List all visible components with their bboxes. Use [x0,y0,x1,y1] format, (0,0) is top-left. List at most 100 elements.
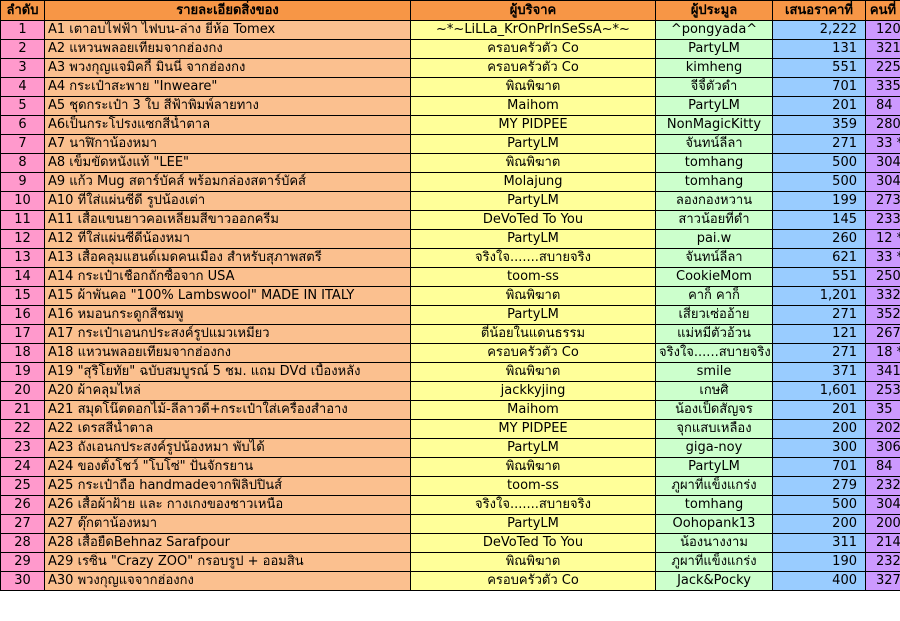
cell-donor: พิณพิฆาต [410,552,656,572]
cell-turn: 12 * [865,229,900,249]
cell-price: 2,222 [772,20,866,40]
header-donor: ผู้บริจาค [410,0,656,21]
cell-turn: 304 [865,172,900,192]
cell-turn: 84 [865,96,900,116]
auction-results-table: ลำดับ รายละเอียดสิ่งของ ผู้บริจาค ผู้ประ… [0,0,900,591]
table-row: 29 A29 เรซิ่น "Crazy ZOO" กรอบรูป + ออมสิ… [0,552,900,572]
cell-item: A22 เดรสสีน้ำตาล [44,419,411,439]
cell-price: 145 [772,210,866,230]
table-row: 25 A25 กระเป๋าถือ handmadeจากฟิลิปปินส์ to… [0,476,900,496]
cell-no: 2 [0,39,45,59]
cell-price: 271 [772,134,866,154]
table-row: 11 A11 เสื้อแขนยาวคอเหลี่ยมสีขาวออกครีม De… [0,210,900,230]
cell-bidder: จันทน์ลีลา [655,248,773,268]
table-row: 12 A12 ที่ใส่แผ่นซีดีน้องหมา PartyLM pai.w 2… [0,229,900,249]
cell-no: 25 [0,476,45,496]
cell-donor: ครอบครัวตัว Co [410,39,656,59]
cell-no: 20 [0,381,45,401]
cell-no: 27 [0,514,45,534]
cell-turn: 233 [865,210,900,230]
cell-item: A10 ที่ใส่แผ่นซีดี รูปน้องเต่า [44,191,411,211]
cell-price: 701 [772,77,866,97]
cell-bidder: คาก็ คาก็ [655,286,773,306]
table-row: 4 A4 กระเป๋าสะพาย "Inweare" พิณพิฆาต จีจี้ต… [0,77,900,97]
cell-donor: จริงใจ.......สบายจริง [410,495,656,515]
table-row: 20 A20 ผ้าคลุมไหล่ jackkyjing เกษศิ 1,601 253 [0,381,900,401]
cell-bidder: ลองกองหวาน [655,191,773,211]
cell-bidder: PartyLM [655,457,773,477]
cell-no: 22 [0,419,45,439]
table-row: 19 A19 "สุริโยทัย" ฉบับสมบูรณ์ 5 ชม. แถม … [0,362,900,382]
cell-item: A20 ผ้าคลุมไหล่ [44,381,411,401]
cell-bidder: จันทน์ลีลา [655,134,773,154]
table-row: 26 A26 เสื้อผ้าฝ้าย และ กางเกงของชาวเหนือ… [0,495,900,515]
cell-item: A27 ตุ๊กตาน้องหมา [44,514,411,534]
cell-no: 1 [0,20,45,40]
cell-bidder: จริงใจ......สบายจริง [655,343,773,363]
header-price: เสนอราคาที่ [772,0,866,21]
cell-no: 14 [0,267,45,287]
cell-bidder: tomhang [655,172,773,192]
cell-donor: DeVoTed To You [410,210,656,230]
cell-donor: พิณพิฆาต [410,457,656,477]
cell-bidder: kimheng [655,58,773,78]
cell-item: A9 แก้ว Mug สตาร์บัคส์ พร้อมกล่องสตาร์บั… [44,172,411,192]
cell-item: A14 กระเป๋าเชือกถักซื้อจาก USA [44,267,411,287]
table-row: 23 A23 ถังเอนกประสงค์รูปน้องหมา พับได้ Par… [0,438,900,458]
cell-no: 6 [0,115,45,135]
cell-turn: 232 [865,552,900,572]
cell-no: 9 [0,172,45,192]
cell-price: 131 [772,39,866,59]
cell-donor: PartyLM [410,229,656,249]
cell-turn: 335 [865,77,900,97]
cell-no: 23 [0,438,45,458]
cell-donor: toom-ss [410,267,656,287]
cell-turn: 214 [865,533,900,553]
cell-turn: 33 * [865,134,900,154]
cell-turn: 33 * [865,248,900,268]
cell-donor: ตี๋น้อยในแดนธรรม [410,324,656,344]
table-row: 30 A30 พวงกุญแจจากฮ่องกง ครอบครัวตัว Co Jac… [0,571,900,591]
cell-bidder: ^pongyada^ [655,20,773,40]
cell-bidder: จุกแสบเหลือง [655,419,773,439]
cell-bidder: จีจี้ตัวดำ [655,77,773,97]
cell-donor: ครอบครัวตัว Co [410,343,656,363]
cell-turn: 327 [865,571,900,591]
cell-turn: 120 [865,20,900,40]
cell-donor: jackkyjing [410,381,656,401]
table-row: 17 A17 กระเป๋าเอนกประสงค์รูปแมวเหมียว ตี๋น… [0,324,900,344]
cell-item: A3 พวงกุญแจมิคกี้ มินนี่ จากฮ่องกง [44,58,411,78]
cell-item: A2 แหวนพลอยเทียมจากฮ่องกง [44,39,411,59]
cell-donor: MY PIDPEE [410,115,656,135]
cell-item: A12 ที่ใส่แผ่นซีดีน้องหมา [44,229,411,249]
cell-price: 260 [772,229,866,249]
cell-bidder: PartyLM [655,39,773,59]
table-row: 16 A16 หมอนกระดูกสีชมพู PartyLM เสี่ยวเซ่ออ… [0,305,900,325]
cell-price: 359 [772,115,866,135]
cell-donor: พิณพิฆาต [410,362,656,382]
cell-price: 500 [772,495,866,515]
cell-donor: Maihom [410,96,656,116]
cell-price: 201 [772,96,866,116]
cell-price: 200 [772,419,866,439]
cell-bidder: pai.w [655,229,773,249]
cell-turn: 200 [865,514,900,534]
cell-no: 19 [0,362,45,382]
cell-no: 16 [0,305,45,325]
cell-turn: 332 [865,286,900,306]
cell-item: A11 เสื้อแขนยาวคอเหลี่ยมสีขาวออกครีม [44,210,411,230]
cell-bidder: Jack&Pocky [655,571,773,591]
cell-price: 551 [772,267,866,287]
cell-no: 30 [0,571,45,591]
table-row: 5 A5 ชุดกระเป๋า 3 ใบ สีฟ้าพิมพ์ลายทาง Maih… [0,96,900,116]
cell-no: 24 [0,457,45,477]
cell-bidder: tomhang [655,495,773,515]
header-bidder: ผู้ประมูล [655,0,773,21]
cell-no: 18 [0,343,45,363]
header-turn: คนที่ [865,0,900,21]
cell-item: A18 แหวนพลอยเทียมจากฮ่องกง [44,343,411,363]
cell-item: A19 "สุริโยทัย" ฉบับสมบูรณ์ 5 ชม. แถม DV… [44,362,411,382]
cell-price: 701 [772,457,866,477]
cell-item: A5 ชุดกระเป๋า 3 ใบ สีฟ้าพิมพ์ลายทาง [44,96,411,116]
cell-bidder: Oohopank13 [655,514,773,534]
